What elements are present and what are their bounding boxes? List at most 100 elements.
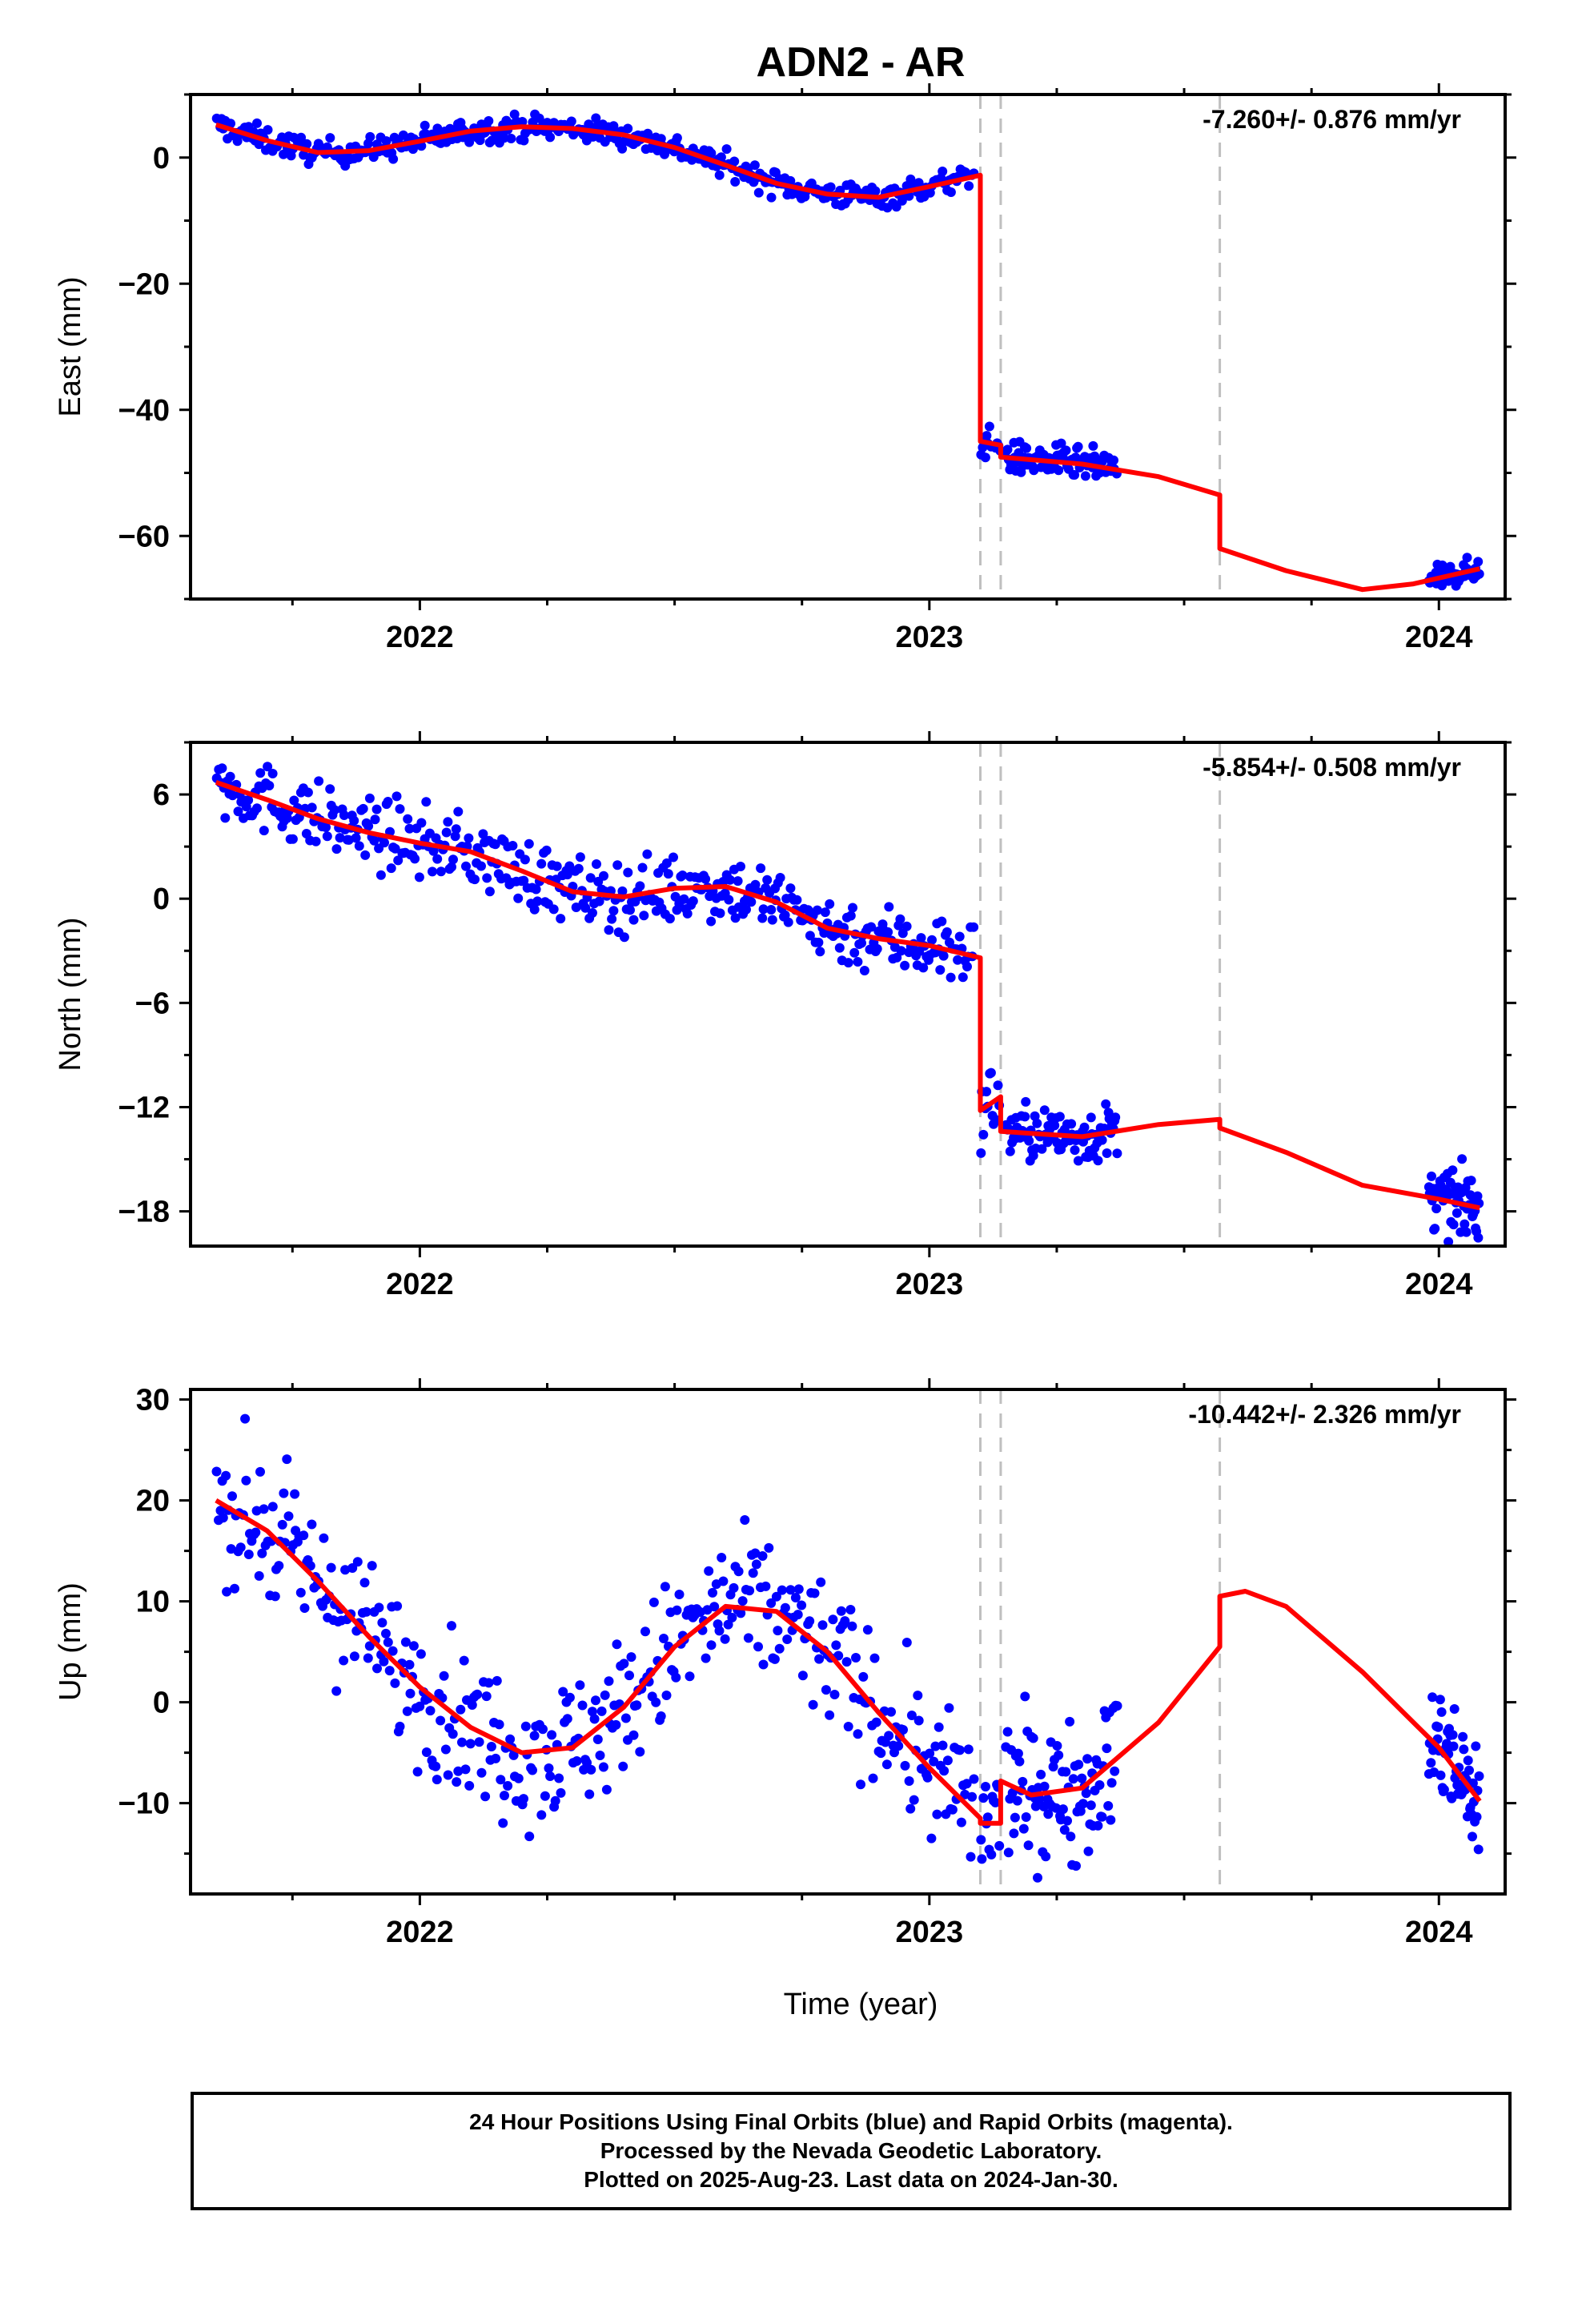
data-point bbox=[517, 117, 528, 127]
data-point bbox=[809, 1588, 820, 1598]
data-point bbox=[805, 931, 815, 941]
data-point bbox=[953, 955, 963, 965]
data-point bbox=[748, 1568, 758, 1578]
data-point bbox=[782, 1634, 793, 1644]
data-point bbox=[834, 943, 845, 953]
data-point bbox=[270, 1591, 280, 1602]
data-point bbox=[797, 1600, 807, 1610]
data-point bbox=[1010, 1812, 1020, 1823]
data-point bbox=[913, 1691, 923, 1701]
data-point bbox=[1460, 1219, 1470, 1229]
data-point bbox=[829, 1690, 840, 1699]
data-point bbox=[977, 1854, 987, 1864]
data-point bbox=[990, 1797, 1001, 1807]
data-point bbox=[847, 1621, 857, 1631]
data-point bbox=[303, 787, 313, 798]
data-point bbox=[679, 894, 689, 904]
data-point bbox=[432, 854, 443, 864]
data-point bbox=[586, 1764, 596, 1775]
data-point bbox=[421, 797, 432, 807]
data-point bbox=[452, 1777, 462, 1787]
data-point bbox=[359, 1578, 370, 1588]
data-point bbox=[566, 116, 576, 127]
data-point bbox=[611, 1719, 621, 1730]
data-point bbox=[529, 904, 540, 915]
data-point bbox=[363, 1653, 373, 1663]
data-point bbox=[450, 831, 460, 842]
data-point bbox=[464, 1780, 475, 1791]
data-point bbox=[428, 846, 439, 856]
data-point bbox=[1448, 1741, 1459, 1751]
footer-line-3: Plotted on 2025-Aug-23. Last data on 202… bbox=[584, 2167, 1118, 2192]
data-point bbox=[1472, 1191, 1483, 1201]
data-point bbox=[1433, 1722, 1443, 1732]
panel-north: 2022 2023 2024 6 0 −6 −12 −18 North (mm) -5.854+/… bbox=[54, 731, 1516, 1301]
data-point bbox=[749, 160, 760, 171]
data-point bbox=[233, 806, 243, 817]
data-point bbox=[637, 862, 648, 873]
data-point bbox=[724, 895, 734, 905]
data-point bbox=[1054, 465, 1064, 476]
data-point bbox=[319, 1533, 329, 1543]
data-point bbox=[980, 452, 990, 463]
data-point bbox=[771, 1591, 781, 1602]
data-point bbox=[913, 178, 924, 188]
data-point bbox=[545, 132, 556, 143]
data-point bbox=[1464, 1765, 1474, 1775]
data-point bbox=[243, 795, 254, 806]
data-point bbox=[349, 1651, 359, 1662]
data-point bbox=[774, 1643, 785, 1654]
data-point bbox=[764, 1542, 774, 1553]
data-point bbox=[1075, 1806, 1086, 1816]
data-point bbox=[901, 921, 912, 931]
data-point bbox=[1443, 1236, 1454, 1246]
data-point bbox=[408, 1641, 419, 1651]
panel-frame-up bbox=[189, 1388, 1507, 1896]
data-point bbox=[659, 1634, 669, 1643]
data-point bbox=[828, 1614, 838, 1625]
data-point bbox=[1431, 1204, 1442, 1214]
data-point bbox=[220, 813, 231, 823]
data-point bbox=[519, 1794, 528, 1804]
data-point bbox=[282, 1454, 292, 1465]
data-point bbox=[1459, 1744, 1469, 1755]
data-point bbox=[1021, 1812, 1031, 1822]
data-point bbox=[1073, 441, 1083, 452]
data-point bbox=[404, 823, 415, 834]
data-point bbox=[255, 768, 266, 778]
data-point bbox=[545, 1771, 556, 1781]
data-point bbox=[916, 933, 926, 943]
data-point bbox=[1094, 1780, 1105, 1790]
data-point bbox=[954, 931, 965, 942]
data-point bbox=[575, 1680, 585, 1691]
data-point bbox=[976, 1148, 986, 1158]
data-point bbox=[1097, 1135, 1107, 1145]
data-point bbox=[721, 144, 732, 155]
data-point bbox=[369, 835, 379, 846]
data-point bbox=[531, 884, 541, 895]
data-point bbox=[1430, 1224, 1440, 1234]
data-point bbox=[1472, 1811, 1482, 1822]
data-point bbox=[259, 1504, 269, 1514]
data-point bbox=[858, 1671, 869, 1682]
data-point bbox=[766, 1598, 777, 1608]
rate-annotation-east: -7.260+/- 0.876 mm/yr bbox=[1203, 105, 1461, 134]
data-point bbox=[853, 1729, 863, 1739]
data-point bbox=[447, 1621, 456, 1631]
data-point bbox=[773, 1626, 783, 1636]
data-point bbox=[628, 1730, 639, 1740]
data-point bbox=[1028, 1733, 1038, 1743]
data-point bbox=[1058, 1804, 1068, 1815]
data-point bbox=[939, 1766, 950, 1776]
data-point bbox=[1102, 1743, 1112, 1754]
data-point bbox=[289, 795, 299, 806]
data-point bbox=[227, 790, 238, 801]
rate-annotation-up: -10.442+/- 2.326 mm/yr bbox=[1188, 1400, 1461, 1429]
data-point bbox=[383, 1637, 393, 1647]
data-point bbox=[519, 875, 529, 886]
data-point bbox=[909, 1795, 919, 1805]
data-point bbox=[767, 915, 777, 925]
data-point bbox=[1439, 1784, 1449, 1795]
x-tick-label-2024: 2024 bbox=[1405, 621, 1473, 654]
data-point bbox=[330, 805, 339, 815]
